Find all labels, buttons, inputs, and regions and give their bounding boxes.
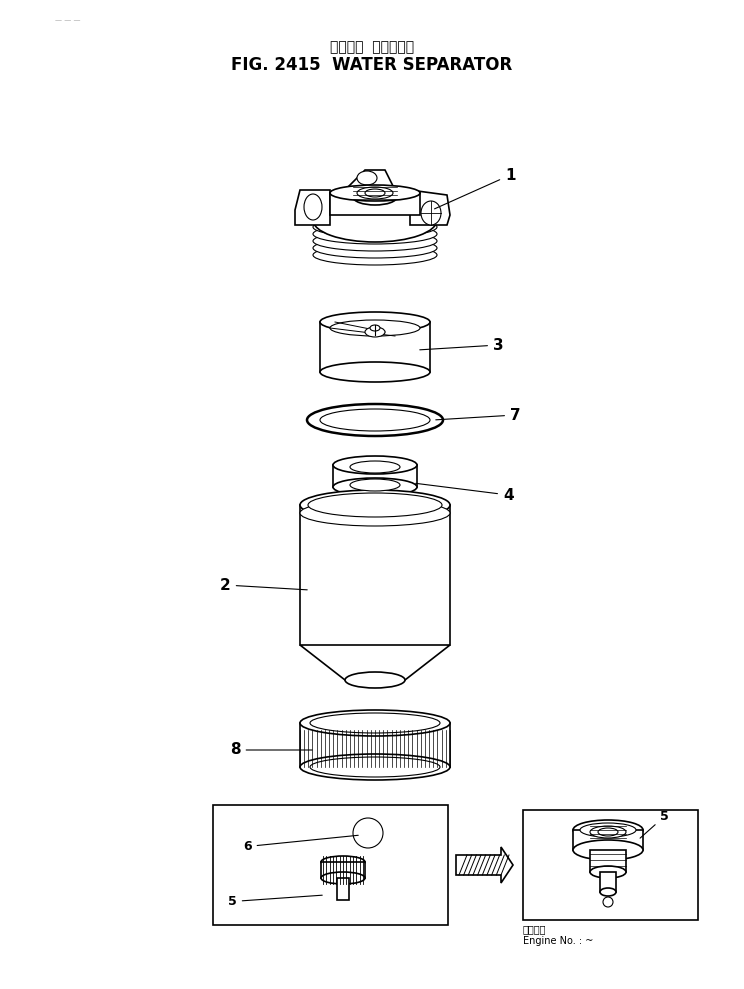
- Ellipse shape: [313, 231, 437, 251]
- Ellipse shape: [365, 189, 385, 197]
- Bar: [337, 878, 349, 900]
- Ellipse shape: [357, 171, 377, 185]
- Ellipse shape: [330, 320, 420, 336]
- Ellipse shape: [357, 187, 393, 199]
- Bar: [213, 805, 448, 925]
- Text: 4: 4: [416, 484, 513, 502]
- Text: 6: 6: [243, 836, 358, 853]
- Ellipse shape: [421, 201, 441, 225]
- Text: 3: 3: [420, 337, 504, 352]
- Ellipse shape: [308, 493, 442, 517]
- Ellipse shape: [580, 823, 636, 837]
- Ellipse shape: [600, 888, 616, 896]
- Ellipse shape: [320, 312, 430, 332]
- Ellipse shape: [320, 409, 430, 431]
- Bar: [320, 322, 430, 372]
- Ellipse shape: [370, 325, 380, 331]
- Ellipse shape: [313, 238, 437, 258]
- Ellipse shape: [350, 461, 400, 473]
- Ellipse shape: [573, 840, 643, 860]
- Text: ウォータ  セパレータ: ウォータ セパレータ: [330, 40, 414, 54]
- Polygon shape: [410, 190, 450, 225]
- Ellipse shape: [310, 757, 440, 777]
- Text: 5: 5: [228, 895, 322, 908]
- Bar: [573, 830, 643, 850]
- Ellipse shape: [321, 856, 365, 868]
- Text: FIG. 2415  WATER SEPARATOR: FIG. 2415 WATER SEPARATOR: [231, 56, 513, 74]
- Polygon shape: [456, 847, 513, 883]
- Ellipse shape: [333, 478, 417, 496]
- Ellipse shape: [350, 479, 400, 491]
- Text: 8: 8: [230, 743, 312, 758]
- Polygon shape: [345, 170, 395, 190]
- Ellipse shape: [353, 189, 397, 205]
- Ellipse shape: [300, 490, 450, 520]
- Text: 適用番号: 適用番号: [523, 924, 547, 934]
- Ellipse shape: [313, 245, 437, 265]
- Ellipse shape: [333, 456, 417, 474]
- Text: 5: 5: [640, 810, 669, 838]
- Text: 7: 7: [436, 407, 521, 422]
- Bar: [523, 810, 698, 920]
- Ellipse shape: [353, 818, 383, 848]
- Text: — — —: — — —: [55, 17, 80, 23]
- Polygon shape: [295, 190, 330, 225]
- Ellipse shape: [365, 327, 385, 337]
- Text: 1: 1: [434, 167, 516, 209]
- Bar: [333, 465, 417, 487]
- Bar: [590, 850, 626, 872]
- Bar: [330, 193, 420, 215]
- Ellipse shape: [313, 198, 437, 242]
- Ellipse shape: [321, 872, 365, 884]
- Text: Engine No. : ~: Engine No. : ~: [523, 936, 594, 946]
- Ellipse shape: [310, 713, 440, 733]
- Ellipse shape: [330, 185, 420, 201]
- Ellipse shape: [304, 194, 322, 220]
- Bar: [600, 872, 616, 892]
- Ellipse shape: [313, 217, 437, 237]
- Ellipse shape: [313, 224, 437, 244]
- Ellipse shape: [590, 866, 626, 878]
- Ellipse shape: [603, 897, 613, 907]
- Ellipse shape: [300, 754, 450, 780]
- Ellipse shape: [345, 672, 405, 688]
- Bar: [321, 862, 365, 878]
- Ellipse shape: [320, 362, 430, 382]
- Text: 2: 2: [220, 578, 307, 592]
- Ellipse shape: [573, 820, 643, 840]
- Ellipse shape: [590, 826, 626, 838]
- Ellipse shape: [307, 404, 443, 436]
- Ellipse shape: [598, 828, 618, 836]
- Ellipse shape: [300, 710, 450, 736]
- Polygon shape: [300, 645, 450, 680]
- Ellipse shape: [300, 500, 450, 526]
